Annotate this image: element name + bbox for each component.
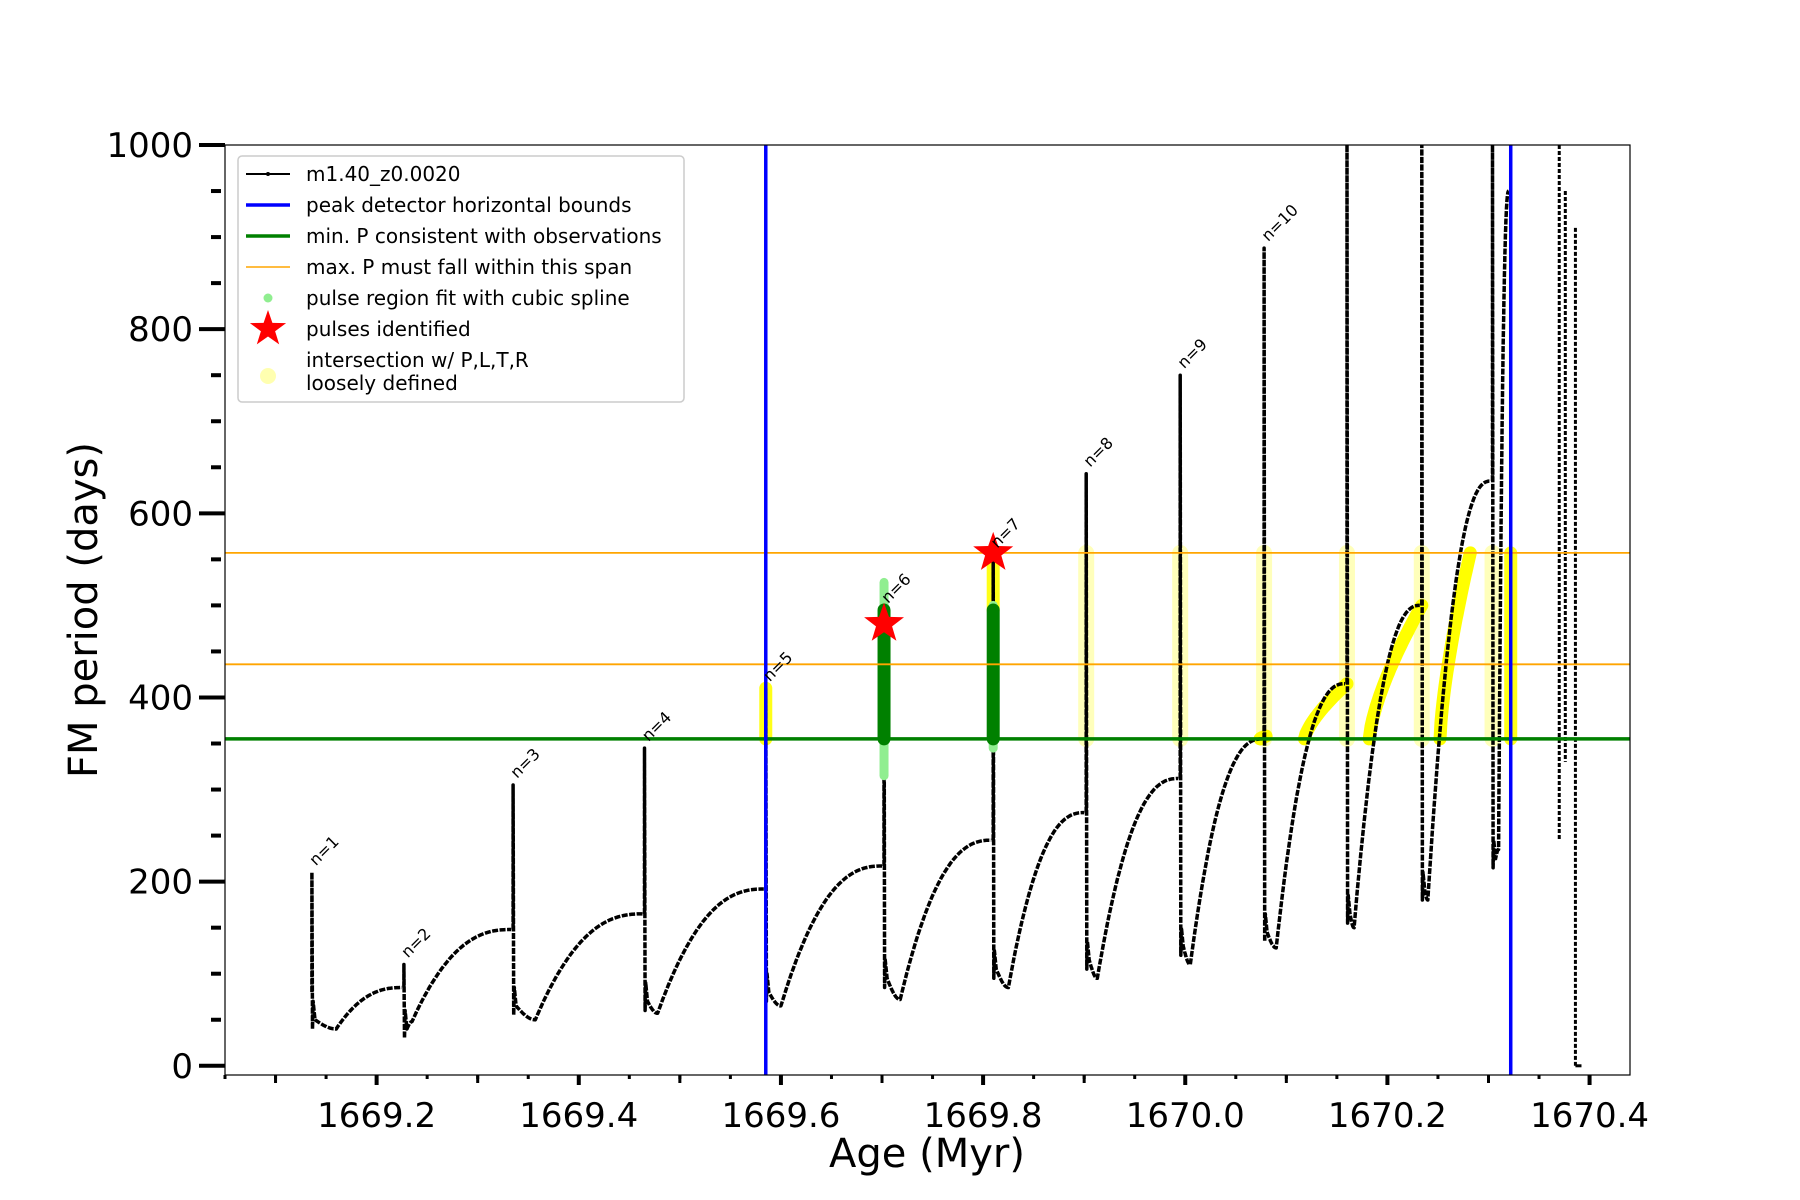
identified-pulse-star-0: [864, 602, 904, 641]
track-segment-8: [1178, 373, 1263, 967]
legend-swatch-spline: [263, 293, 273, 303]
track-segment-0: [310, 870, 402, 1031]
axes: 1669.2 1669.4 1669.6 1669.8 1670.0 1670.2 1670…: [106, 126, 1649, 1136]
track-segment-3: [642, 746, 764, 1016]
legend-label-minp: min. P consistent with observations: [306, 224, 662, 248]
x-tick-label-1: 1669.4: [519, 1096, 638, 1136]
track-segment-7: [1084, 471, 1179, 981]
legend-label-track: m1.40_z0.0020: [306, 162, 461, 186]
y-tick-label-1: 200: [128, 863, 193, 903]
legend-label-loose-1: loosely defined: [306, 371, 458, 395]
x-axis-label: Age (Myr): [829, 1131, 1025, 1177]
y-tick-label-3: 600: [128, 494, 193, 534]
legend-swatch-dot: [266, 172, 270, 176]
x-tick-label-6: 1670.4: [1530, 1096, 1649, 1136]
track-segment-4: [764, 686, 882, 1008]
track-segment-5: [882, 608, 992, 1002]
legend-swatch-loose: [260, 368, 276, 384]
x-tick-label-2: 1669.6: [721, 1096, 840, 1136]
track-segment-6: [991, 553, 1085, 990]
track-segment-1: [402, 927, 512, 1040]
x-tick-label-5: 1670.2: [1328, 1096, 1447, 1136]
y-tick-label-5: 1000: [106, 126, 193, 166]
track-segment-10: [1345, 145, 1420, 930]
legend-label-loose-0: intersection w/ P,L,T,R: [306, 348, 529, 372]
plot-frame: [224, 144, 1631, 1076]
y-axis-label: FM period (days): [61, 442, 107, 778]
y-tick-label-4: 800: [128, 310, 193, 350]
legend-label-bounds: peak detector horizontal bounds: [306, 193, 632, 217]
track-segment-11: [1420, 145, 1491, 902]
x-tick-label-0: 1669.2: [317, 1096, 436, 1136]
loose-arc-1: [1298, 677, 1354, 746]
x-tick-label-3: 1669.8: [924, 1096, 1043, 1136]
legend-swatch-pulses: [249, 310, 287, 345]
x-tick-label-4: 1670.0: [1126, 1096, 1245, 1136]
y-tick-label-0: 0: [171, 1047, 193, 1087]
legend-label-pulses: pulses identified: [306, 317, 471, 341]
legend-label-spline: pulse region fit with cubic spline: [306, 286, 630, 310]
legend-label-maxp: max. P must fall within this span: [306, 255, 632, 279]
identified-pulse-star-1: [973, 531, 1014, 570]
loose-arc-2: [1362, 598, 1429, 746]
track-segment-9: [1262, 246, 1345, 950]
plot-area: n=1n=2n=3n=4n=5n=6n=7n=8n=9n=10: [225, 145, 1630, 1075]
track-segment-12: [1490, 145, 1511, 870]
track-segment-2: [511, 783, 643, 1022]
y-tick-label-2: 400: [128, 678, 193, 718]
legend-box: [237, 155, 685, 403]
